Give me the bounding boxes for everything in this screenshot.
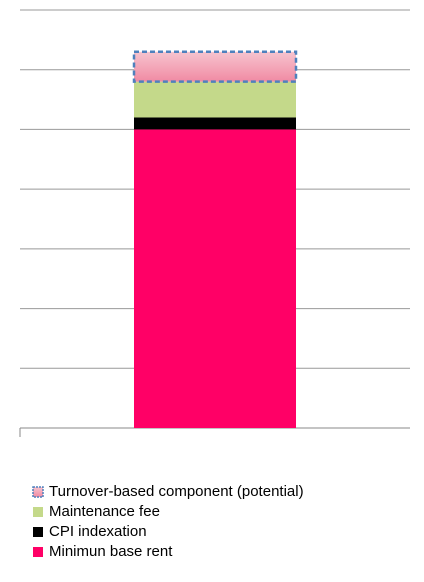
bar-segment — [132, 50, 298, 83]
bar-segment — [134, 129, 296, 428]
legend-label: Turnover-based component (potential) — [49, 483, 304, 500]
legend-swatch — [33, 547, 43, 557]
legend-swatch — [32, 486, 44, 498]
legend-label: Minimun base rent — [49, 543, 173, 560]
bar-segment — [134, 117, 296, 130]
legend-swatch — [33, 527, 43, 537]
bar-segment — [134, 81, 296, 118]
legend-label: CPI indexation — [49, 523, 147, 540]
legend-label: Maintenance fee — [49, 503, 160, 520]
legend-swatch — [33, 507, 43, 517]
